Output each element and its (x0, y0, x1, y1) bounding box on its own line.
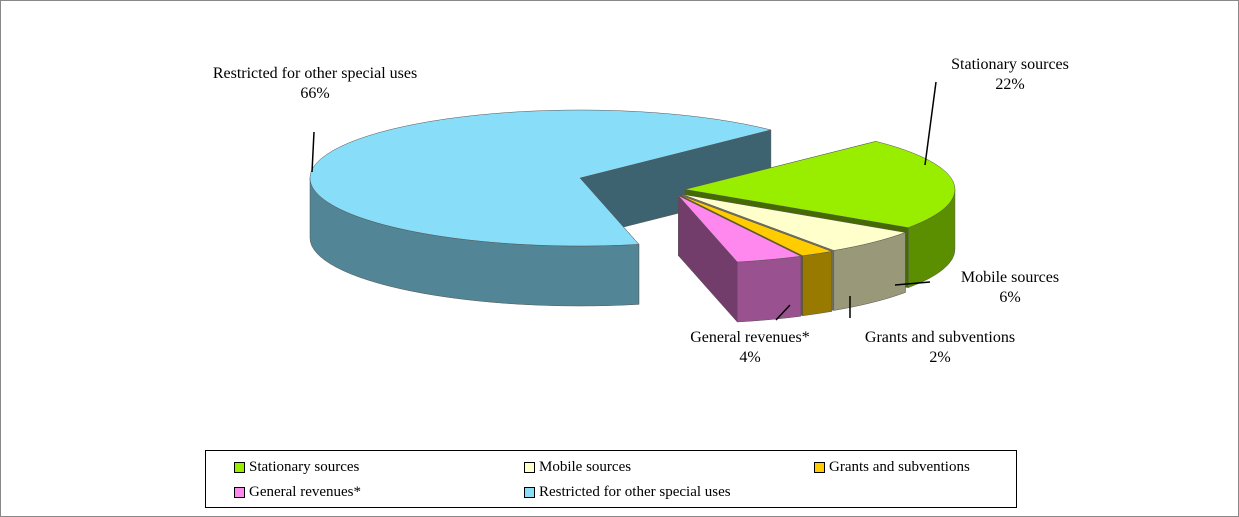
label-value: 66% (300, 85, 330, 102)
legend-label: Stationary sources (249, 459, 360, 475)
label-name: Restricted for other special uses (212, 65, 418, 82)
legend-item: Restricted for other special uses (524, 484, 731, 501)
legend-item: General revenues* (234, 484, 361, 501)
slice (678, 194, 802, 323)
legend-swatch (524, 487, 535, 498)
data-label: Stationary sources 22% (920, 55, 1100, 95)
slice-top (678, 195, 802, 263)
legend-swatch (234, 462, 245, 473)
leader-line (311, 131, 315, 173)
label-name: Stationary sources (951, 56, 1069, 73)
label-name: Grants and subventions (864, 329, 1016, 346)
legend-swatch (524, 462, 535, 473)
slice-top (309, 109, 771, 247)
legend-label: Restricted for other special uses (539, 484, 731, 500)
data-label: Grants and subventions 2% (830, 328, 1050, 368)
legend-item: Grants and subventions (814, 459, 970, 476)
legend-item: Stationary sources (234, 459, 359, 476)
label-value: 4% (739, 349, 761, 366)
slice-side (737, 255, 802, 323)
pie (309, 109, 956, 323)
data-label: Restricted for other special uses 66% (195, 64, 435, 104)
slice-top (679, 194, 833, 257)
label-value: 22% (995, 76, 1025, 93)
slice-top (684, 141, 956, 228)
label-name: General revenues* (690, 329, 810, 346)
legend-label: Grants and subventions (829, 459, 970, 475)
leader-line (924, 81, 937, 166)
data-label: Mobile sources 6% (920, 268, 1100, 308)
legend-item: Mobile sources (524, 459, 631, 476)
legend: Stationary sources Mobile sources Grants a… (205, 450, 1017, 508)
label-value: 6% (999, 289, 1021, 306)
legend-label: General revenues* (249, 484, 362, 500)
legend-label: Mobile sources (539, 459, 632, 475)
legend-swatch (814, 462, 825, 473)
legend-swatch (234, 487, 245, 498)
slice (309, 109, 772, 307)
leader-line (894, 281, 931, 286)
slice-side (802, 251, 833, 317)
data-label: General revenues* 4% (660, 328, 840, 368)
leader-line (775, 304, 791, 321)
label-value: 2% (929, 349, 951, 366)
slice-top (681, 193, 907, 251)
label-name: Mobile sources (960, 269, 1060, 286)
leader-lines (311, 81, 937, 321)
